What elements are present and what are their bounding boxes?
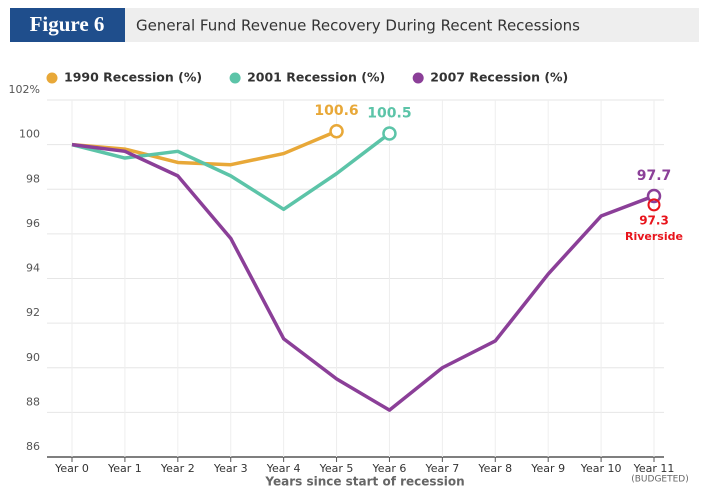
- x-tick-label: Year 11: [633, 462, 675, 475]
- x-tick-label: Year 7: [424, 462, 459, 475]
- y-tick-label: 98: [26, 172, 40, 185]
- x-tick-label: Year 2: [160, 462, 195, 475]
- value-label: 100.5: [367, 105, 411, 121]
- figure-badge: [10, 8, 125, 42]
- annotation-marker: [647, 198, 661, 212]
- x-tick-label: Year 10: [580, 462, 622, 475]
- y-tick-label: 88: [26, 395, 40, 408]
- legend-swatch: [229, 72, 241, 84]
- x-tick-label: Year 1: [107, 462, 142, 475]
- value-label: 97.7: [637, 168, 672, 184]
- x-tick-label: Year 6: [372, 462, 407, 475]
- y-tick-label: 90: [26, 351, 40, 364]
- end-marker: [329, 123, 344, 139]
- x-tick-label: Year 0: [54, 462, 89, 475]
- x-tick-label: Year 8: [477, 462, 512, 475]
- y-tick-label: 96: [26, 217, 40, 230]
- value-label: 100.6: [314, 103, 358, 119]
- legend-swatch: [412, 72, 424, 84]
- x-tick-label: Year 4: [266, 462, 301, 475]
- x-tick-label: Year 9: [530, 462, 565, 475]
- y-tick-label: 86: [26, 440, 40, 453]
- x-axis-label: Years since start of recession: [264, 475, 464, 489]
- legend-swatch: [46, 72, 58, 84]
- annotation-text: Riverside: [625, 230, 683, 243]
- y-tick-label: 100: [19, 128, 40, 141]
- x-tick-label: Year 5: [319, 462, 354, 475]
- legend-label: 2001 Recession (%): [247, 70, 385, 85]
- legend-label: 2007 Recession (%): [430, 70, 568, 85]
- annotation-value: 97.3: [639, 213, 669, 227]
- end-marker: [646, 188, 662, 204]
- x-tick-label: Year 3: [213, 462, 248, 475]
- series-line: [71, 142, 655, 412]
- figure-label: Figure 6: [30, 12, 105, 36]
- end-marker: [382, 126, 397, 141]
- legend-label: 1990 Recession (%): [64, 70, 202, 85]
- chart-title: General Fund Revenue Recovery During Rec…: [136, 17, 580, 35]
- series-line: [71, 132, 391, 212]
- x-note: (BUDGETED): [631, 475, 689, 485]
- y-tick-label: 92: [26, 306, 40, 319]
- title-band: [125, 8, 699, 42]
- y-tick-label: 94: [26, 262, 40, 275]
- y-tick-label: 102%: [9, 83, 40, 96]
